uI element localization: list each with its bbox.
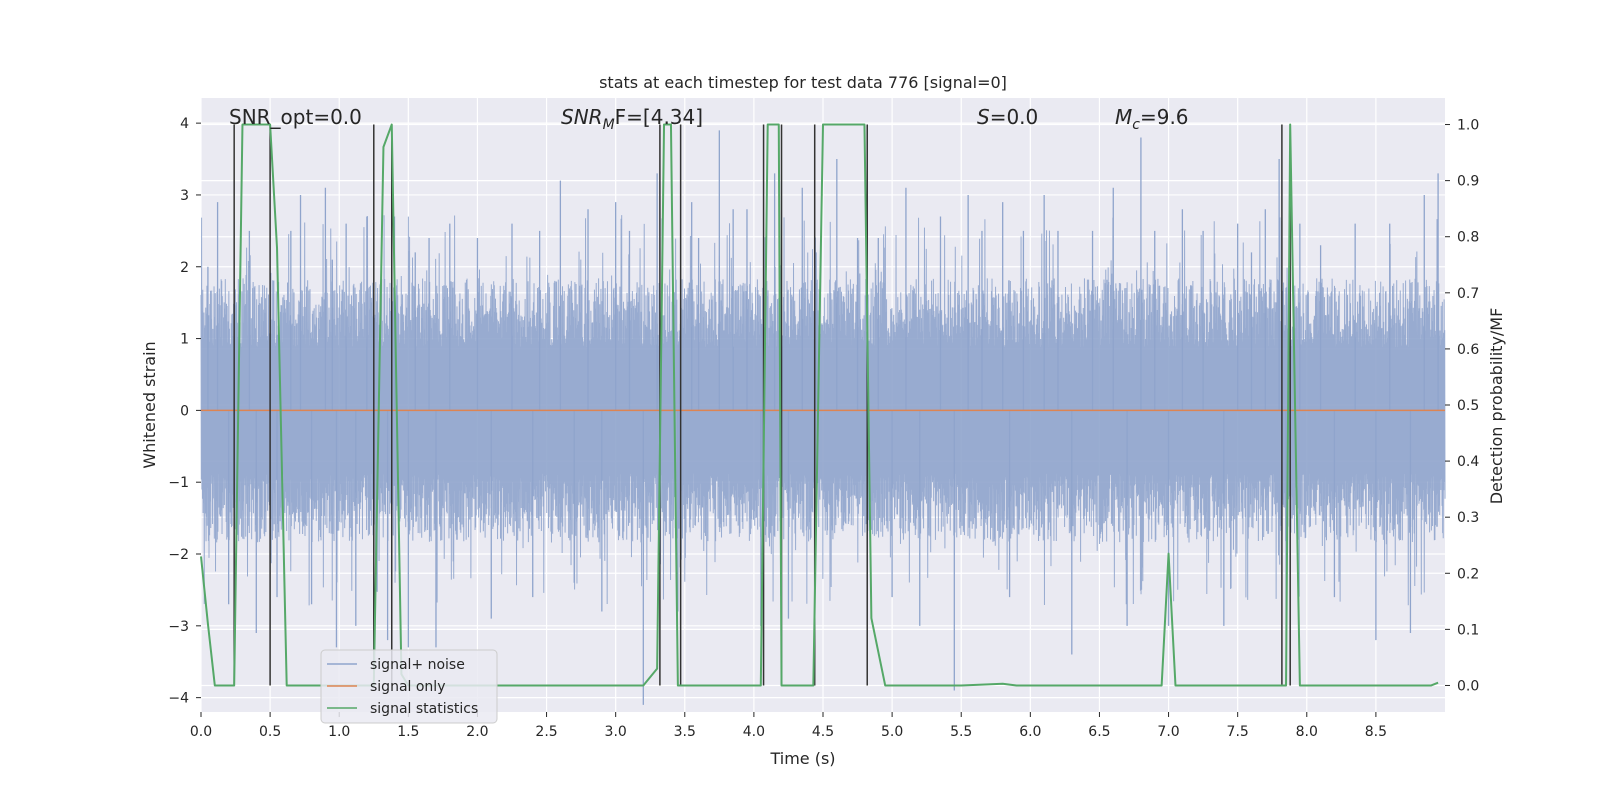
y2-tick-label: 0.3 xyxy=(1457,510,1479,526)
y-tick-label: −4 xyxy=(168,691,189,707)
legend-label-signal-only: signal only xyxy=(370,679,445,695)
snr-opt-annotation: SNR_opt=0.0 xyxy=(229,105,362,129)
x-tick-label: 7.0 xyxy=(1157,724,1179,740)
snr-mf-annotation: SNRMF=[4.34] xyxy=(561,105,703,133)
signal-statistics-series xyxy=(200,123,1439,687)
y-tick-label: 1 xyxy=(180,332,189,348)
x-tick-label: 8.0 xyxy=(1296,724,1318,740)
x-tick-label: 1.0 xyxy=(328,724,350,740)
chart-title: stats at each timestep for test data 776… xyxy=(599,73,1007,92)
x-tick-label: 7.5 xyxy=(1227,724,1249,740)
x-tick-label: 3.0 xyxy=(605,724,627,740)
y2-tick-label: 0.9 xyxy=(1457,174,1479,190)
snr-mf-suffix: F=[4.34] xyxy=(615,105,703,129)
y2-tick-label: 0.2 xyxy=(1457,566,1479,582)
x-tick-label: 3.5 xyxy=(674,724,696,740)
y-axis-label: Whitened strain xyxy=(140,341,159,468)
x-tick-label: 6.0 xyxy=(1019,724,1041,740)
mc-annotation: Mc=9.6 xyxy=(1115,105,1189,133)
s-label: S xyxy=(977,105,990,129)
x-tick-label: 0.5 xyxy=(259,724,281,740)
x-tick-label: 8.5 xyxy=(1365,724,1387,740)
mc-value: =9.6 xyxy=(1140,105,1189,129)
y2-tick-label: 0.6 xyxy=(1457,342,1479,358)
y-tick-label: −2 xyxy=(168,547,189,563)
x-tick-label: 0.0 xyxy=(190,724,212,740)
axis-ticks: 0.0 0.5 1.0 1.5 2.0 2.5 3.0 3.5 4.0 4.5 5.0 5.5 6.0 6… xyxy=(168,116,1479,740)
snr-mf-prefix: SNR xyxy=(561,105,603,129)
y-tick-label: −3 xyxy=(168,619,189,635)
mc-subscript: c xyxy=(1132,117,1140,133)
y2-tick-label: 0.7 xyxy=(1457,286,1479,302)
y2-tick-label: 0.8 xyxy=(1457,230,1479,246)
y-tick-label: 0 xyxy=(180,403,189,419)
x-tick-label: 4.0 xyxy=(743,724,765,740)
x-tick-label: 1.5 xyxy=(397,724,419,740)
y2-tick-label: 0.1 xyxy=(1457,622,1479,638)
x-tick-label: 5.0 xyxy=(881,724,903,740)
y-tick-label: 3 xyxy=(180,188,189,204)
y-tick-label: 4 xyxy=(180,116,189,132)
s-annotation: S=0.0 xyxy=(977,105,1038,129)
x-tick-label: 2.0 xyxy=(466,724,488,740)
legend: signal+ noise signal only signal statist… xyxy=(320,649,498,724)
y2-axis-label: Detection probability/MF xyxy=(1487,308,1506,505)
noise-trace xyxy=(200,215,1446,606)
legend-label-signal-statistics: signal statistics xyxy=(370,701,478,717)
y2-tick-label: 0.4 xyxy=(1457,454,1479,470)
y-tick-label: −1 xyxy=(168,475,189,491)
legend-label-signal-noise: signal+ noise xyxy=(370,657,465,673)
y2-tick-label: 0.5 xyxy=(1457,398,1479,414)
signal-noise-series xyxy=(200,130,1446,705)
y-tick-label: 2 xyxy=(180,260,189,276)
y2-tick-label: 1.0 xyxy=(1457,118,1479,134)
x-tick-label: 4.5 xyxy=(812,724,834,740)
mc-label: M xyxy=(1115,105,1132,129)
legend-box xyxy=(320,649,498,724)
x-tick-label: 2.5 xyxy=(535,724,557,740)
snr-mf-subscript: M xyxy=(603,117,615,133)
x-tick-label: 6.5 xyxy=(1088,724,1110,740)
stats-line xyxy=(200,123,1439,687)
x-axis-label: Time (s) xyxy=(769,749,835,768)
s-value: =0.0 xyxy=(990,105,1039,129)
y2-tick-label: 0.0 xyxy=(1457,678,1479,694)
x-tick-label: 5.5 xyxy=(950,724,972,740)
